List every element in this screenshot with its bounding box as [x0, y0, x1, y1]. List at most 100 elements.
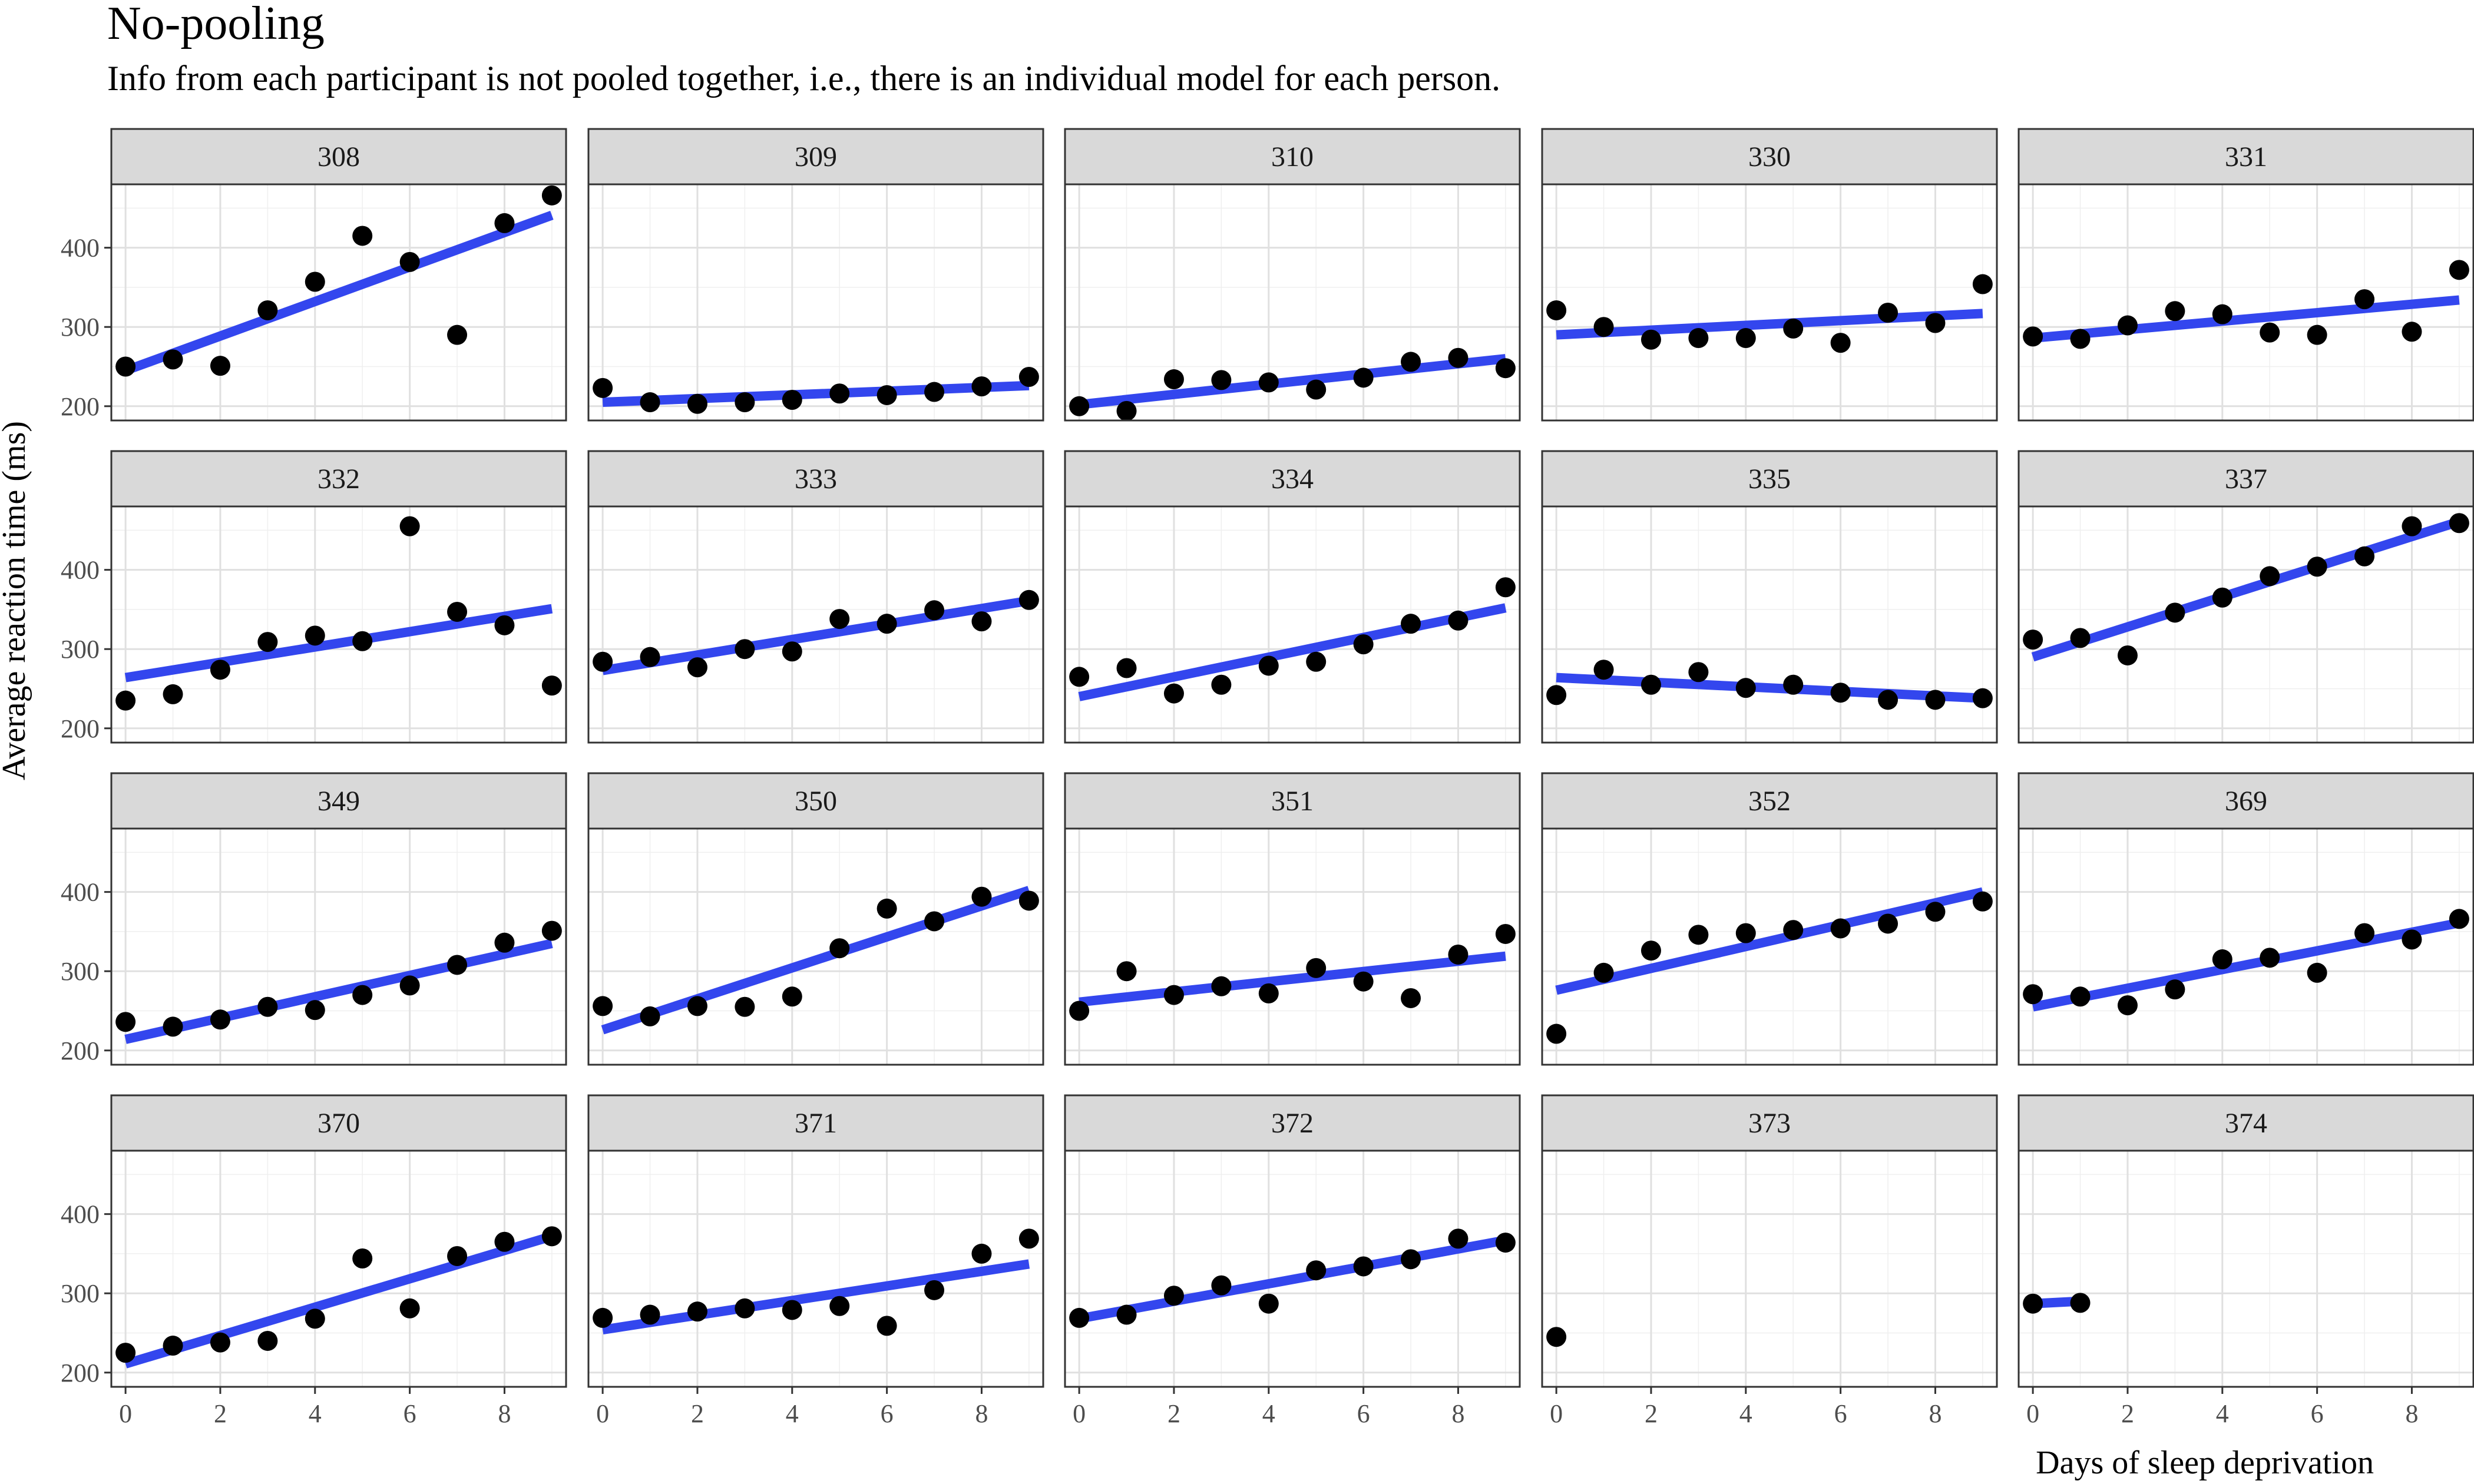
regression-line — [602, 380, 1030, 408]
data-point — [1018, 1228, 1039, 1249]
data-point — [829, 1296, 850, 1316]
data-point — [1640, 940, 1661, 961]
data-point — [1640, 674, 1661, 695]
panel-background — [1542, 829, 1997, 1065]
x-tick-label: 2 — [1645, 1399, 1658, 1428]
data-point — [2070, 329, 2091, 349]
panel-border — [110, 183, 567, 422]
data-point — [2117, 315, 2138, 336]
data-point — [1448, 944, 1468, 965]
data-point — [494, 1231, 515, 1252]
data-point — [1116, 1304, 1137, 1325]
y-tick-label: 200 — [61, 714, 100, 743]
data-point — [1878, 913, 1899, 934]
facet-strip — [2017, 1094, 2474, 1152]
x-tick-label: 2 — [1167, 1399, 1180, 1428]
data-point — [1495, 923, 1516, 944]
data-point — [210, 1332, 230, 1353]
regression-line — [124, 1231, 554, 1369]
data-point — [1593, 660, 1614, 680]
data-point — [399, 975, 420, 996]
facet-strip — [587, 450, 1044, 508]
panel-background — [111, 506, 566, 743]
data-point — [1495, 358, 1516, 379]
data-point — [163, 684, 183, 704]
data-point — [257, 1330, 278, 1351]
data-point — [1018, 366, 1039, 387]
data-point — [1401, 988, 1421, 1008]
facet-strip — [1541, 1094, 1998, 1152]
data-point — [782, 641, 802, 662]
data-point — [593, 377, 613, 398]
data-point — [447, 955, 468, 975]
data-point — [1925, 690, 1946, 710]
data-point — [1593, 962, 1614, 983]
data-point — [305, 1000, 325, 1021]
chart-title: No-pooling — [107, 0, 325, 49]
data-point — [735, 639, 755, 660]
data-point — [924, 1280, 945, 1300]
data-point — [1211, 370, 1232, 390]
panel-border — [587, 505, 1044, 744]
panel-border — [587, 827, 1044, 1066]
data-point — [1306, 651, 1327, 672]
data-point — [399, 1298, 420, 1319]
data-point — [210, 660, 230, 680]
x-tick-label: 6 — [1357, 1399, 1370, 1428]
data-point — [305, 625, 325, 646]
data-point — [399, 516, 420, 536]
data-point — [1306, 958, 1327, 978]
data-point — [1546, 300, 1567, 320]
panel-background — [1065, 1151, 1520, 1387]
data-point — [305, 1309, 325, 1329]
data-point — [1593, 317, 1614, 337]
data-point — [1401, 1249, 1421, 1270]
data-point — [2023, 326, 2043, 347]
y-tick-label: 300 — [61, 957, 100, 986]
data-point — [1018, 589, 1039, 610]
facet-strip-label: 374 — [2225, 1108, 2267, 1139]
data-point — [1258, 983, 1279, 1003]
data-point — [2307, 962, 2327, 983]
facet-strip — [1541, 450, 1998, 508]
data-point — [829, 383, 850, 404]
data-point — [2402, 322, 2422, 342]
y-axis-title: Average reaction time (ms) — [0, 421, 32, 780]
x-axis-title: Days of sleep deprivation — [2036, 1445, 2374, 1481]
data-point — [1163, 369, 1184, 390]
x-tick-label: 2 — [2121, 1399, 2134, 1428]
facet-strip — [587, 772, 1044, 830]
data-point — [1306, 379, 1327, 400]
data-point — [1735, 328, 1756, 349]
data-point — [2165, 602, 2185, 623]
data-point — [2449, 909, 2469, 929]
data-point — [1163, 985, 1184, 1005]
data-point — [1306, 1260, 1327, 1281]
facet-strip-label: 333 — [795, 463, 837, 495]
facet-strip — [1064, 1094, 1521, 1152]
data-point — [2070, 1293, 2091, 1313]
panel-border — [2017, 183, 2474, 422]
data-point — [2070, 986, 2091, 1007]
data-point — [2260, 322, 2280, 343]
data-point — [447, 324, 468, 345]
data-point — [735, 1298, 755, 1319]
data-point — [257, 300, 278, 320]
data-point — [924, 600, 945, 621]
facet-strip-label: 372 — [1271, 1108, 1314, 1139]
facet-strip-label: 370 — [317, 1108, 360, 1139]
data-point — [1211, 976, 1232, 996]
data-point — [687, 996, 707, 1016]
data-point — [593, 651, 613, 672]
data-point — [1546, 1023, 1567, 1044]
data-point — [1972, 688, 1993, 708]
data-point — [593, 996, 613, 1016]
data-point — [687, 1301, 707, 1322]
data-point — [1735, 923, 1756, 943]
data-point — [1495, 577, 1516, 598]
data-point — [447, 601, 468, 622]
panel-border — [587, 1150, 1044, 1388]
data-point — [210, 356, 230, 376]
panel-border — [110, 827, 567, 1066]
y-tick-label: 300 — [61, 313, 100, 342]
